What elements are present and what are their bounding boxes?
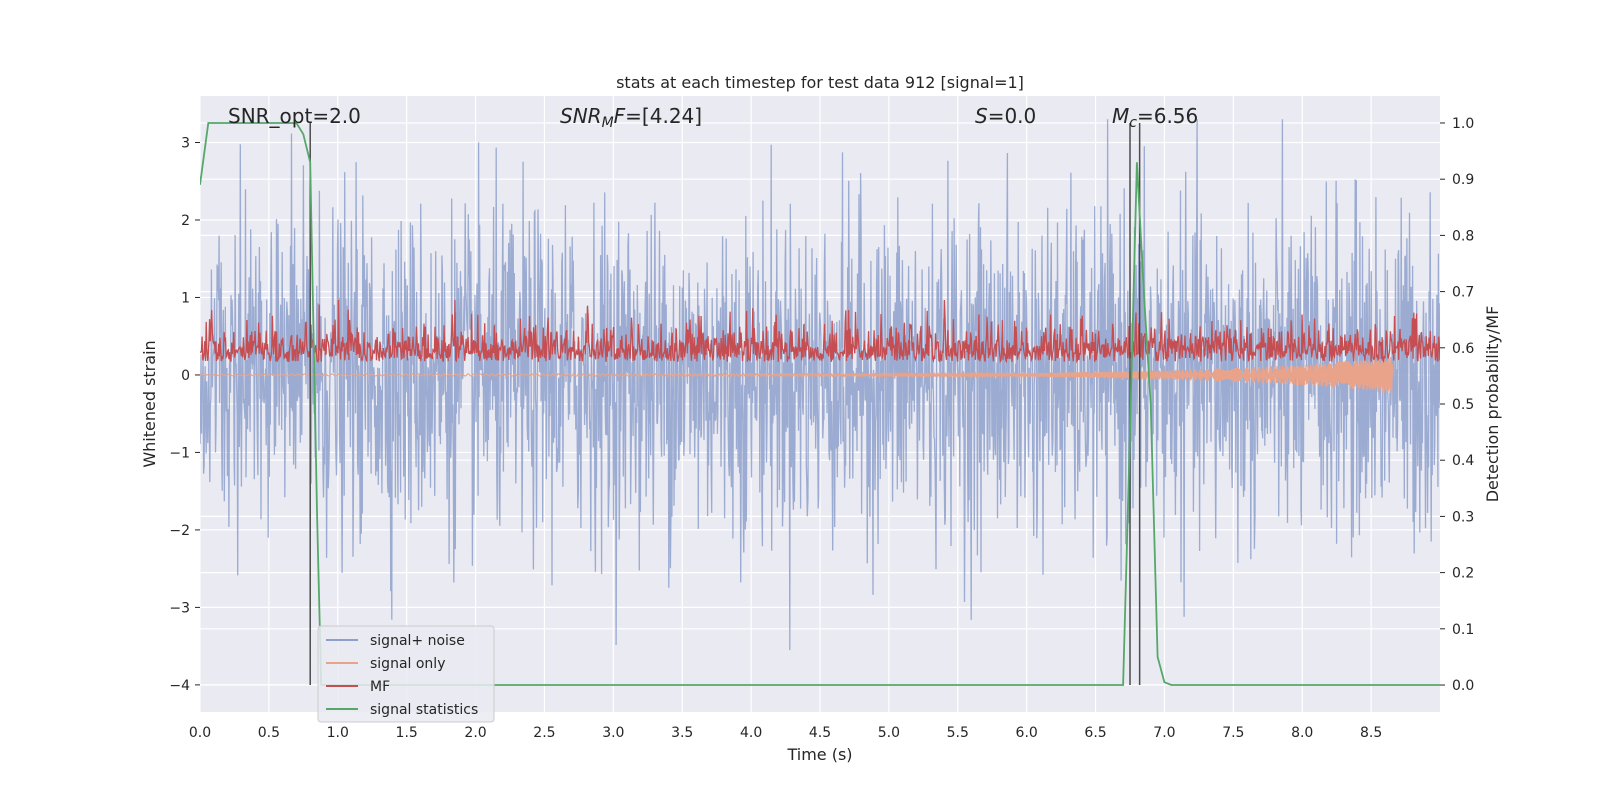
annotation-mc-symbol: M <box>1112 104 1129 128</box>
x-axis-ticks: 0.0 0.5 1.0 1.5 2.0 2.5 3.0 3.5 4.0 4.5 5.0 5.5 6.0 6… <box>189 725 1382 741</box>
x-tick-label: 8.5 <box>1360 725 1382 741</box>
y2-tick-label: 0.4 <box>1452 453 1474 469</box>
annotation-snr-mf-sub: M <box>602 115 614 131</box>
y2-tick-label: 0.8 <box>1452 228 1474 244</box>
series-line-mf <box>200 299 1440 364</box>
series-line-signal-statistics <box>200 122 1440 686</box>
y2-tick-label: 0.0 <box>1452 678 1474 694</box>
x-tick-label: 2.0 <box>464 725 486 741</box>
series-line-signal-only <box>200 356 1394 394</box>
x-tick-label: 3.0 <box>602 725 624 741</box>
x-tick-label: 0.0 <box>189 725 211 741</box>
y2-tick-label: 0.9 <box>1452 172 1474 188</box>
annotation-mc: Mc=6.56 <box>1112 104 1198 131</box>
y2-axis-ticks: 1.0 0.9 0.8 0.7 0.6 0.5 0.4 0.3 0.2 0.1 0.0 <box>1440 116 1474 694</box>
y-tick-label: 3 <box>181 135 190 151</box>
x-tick-label: 2.5 <box>533 725 555 741</box>
x-tick-label: 6.0 <box>1016 725 1038 741</box>
y-tick-label: −4 <box>169 678 190 694</box>
legend: signal+ noise signal only MF signal stat… <box>317 625 495 723</box>
y2-tick-label: 0.1 <box>1452 622 1474 638</box>
x-tick-label: 7.5 <box>1222 725 1244 741</box>
x-tick-label: 4.5 <box>809 725 831 741</box>
y2-axis-label: Detection probability/MF <box>1483 306 1502 503</box>
y-axis-label: Whitened strain <box>140 340 159 467</box>
x-tick-label: 6.5 <box>1084 725 1106 741</box>
y-tick-label: −3 <box>169 600 190 616</box>
series-signal-only <box>200 356 1394 394</box>
y-tick-label: 2 <box>181 213 190 229</box>
y2-tick-label: 0.7 <box>1452 285 1474 301</box>
legend-label-signal-noise: signal+ noise <box>370 633 465 649</box>
annotation-s: S=0.0 <box>975 104 1036 128</box>
y-tick-label: 0 <box>181 368 190 384</box>
y-tick-label: 1 <box>181 290 190 306</box>
y2-tick-label: 1.0 <box>1452 116 1474 132</box>
series-mf <box>200 299 1440 364</box>
y-tick-label: −1 <box>169 445 190 461</box>
annotation-snr-opt: SNR_opt=2.0 <box>228 104 361 128</box>
chart-title: stats at each timestep for test data 912… <box>616 73 1024 92</box>
y-tick-label: −2 <box>169 523 190 539</box>
legend-label-signal-statistics: signal statistics <box>370 702 478 718</box>
annotation-mc-value: =6.56 <box>1137 104 1198 128</box>
x-axis-label: Time (s) <box>786 745 852 764</box>
y2-tick-label: 0.2 <box>1452 566 1474 582</box>
x-tick-label: 8.0 <box>1291 725 1313 741</box>
x-tick-label: 4.0 <box>740 725 762 741</box>
x-tick-label: 7.0 <box>1153 725 1175 741</box>
annotation-snr-mf-value: =[4.24] <box>625 104 702 128</box>
y2-tick-label: 0.3 <box>1452 509 1474 525</box>
legend-box <box>317 625 495 723</box>
series-signal-statistics <box>200 122 1440 686</box>
annotation-snr-mf-rest-italic: F <box>614 104 626 128</box>
annotation-snr-mf-symbol: SNR <box>560 104 602 128</box>
annotation-mc-sub: c <box>1129 115 1137 131</box>
y2-tick-label: 0.6 <box>1452 341 1474 357</box>
x-tick-label: 1.5 <box>396 725 418 741</box>
x-tick-label: 0.5 <box>258 725 280 741</box>
x-tick-label: 3.5 <box>671 725 693 741</box>
plot-content <box>200 119 1440 686</box>
annotation-s-symbol: S <box>975 104 988 128</box>
x-tick-label: 5.0 <box>878 725 900 741</box>
y-axis-ticks: 3 2 1 0 −1 −2 −3 −4 <box>169 135 200 694</box>
legend-label-mf: MF <box>370 679 390 695</box>
x-tick-label: 1.0 <box>327 725 349 741</box>
annotation-s-value: =0.0 <box>988 104 1037 128</box>
annotation-snr-mf: SNRMF=[4.24] <box>560 104 702 131</box>
x-tick-label: 5.5 <box>947 725 969 741</box>
y2-tick-label: 0.5 <box>1452 397 1474 413</box>
legend-label-signal-only: signal only <box>370 656 445 672</box>
